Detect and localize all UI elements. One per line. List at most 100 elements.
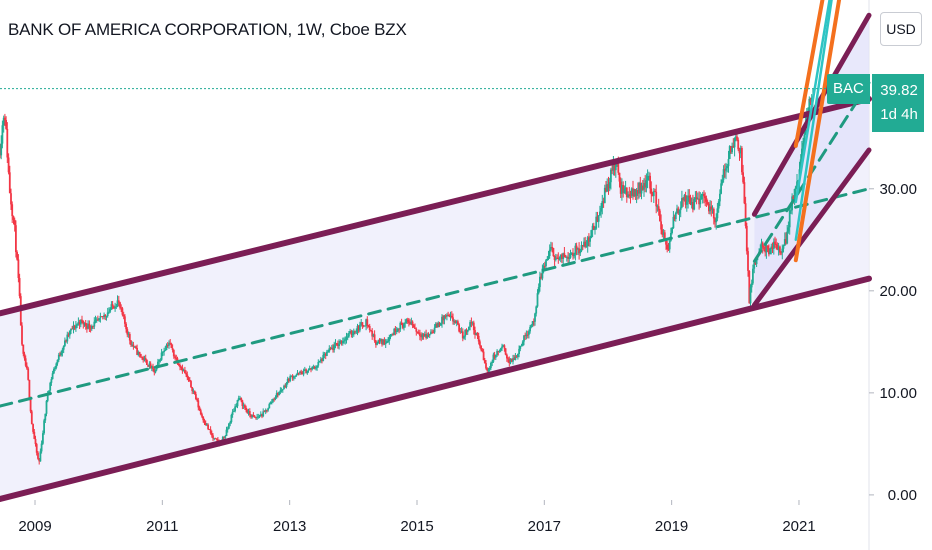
- candle: [499, 348, 502, 351]
- candle: [42, 433, 44, 444]
- candle: [93, 321, 96, 327]
- candle: [457, 321, 459, 325]
- candle: [608, 182, 611, 189]
- fork-upper-line[interactable]: [751, 12, 872, 217]
- candle: [438, 322, 441, 326]
- candle: [651, 194, 654, 197]
- candle: [487, 369, 490, 371]
- candle: [264, 409, 267, 412]
- candle: [288, 378, 290, 381]
- candle: [269, 402, 272, 404]
- candle: [622, 185, 625, 193]
- candle: [232, 411, 235, 412]
- candle: [290, 375, 293, 377]
- candle: [723, 169, 726, 171]
- candle: [326, 351, 328, 356]
- candle: [338, 343, 340, 346]
- candle: [588, 237, 590, 242]
- candle: [164, 349, 167, 351]
- candle: [377, 340, 380, 344]
- candle: [801, 148, 803, 160]
- candle: [273, 398, 276, 400]
- candle: [504, 348, 507, 355]
- candle: [553, 256, 556, 260]
- candle: [316, 365, 318, 368]
- candle: [613, 163, 616, 171]
- candle: [312, 366, 315, 368]
- x-tick-label: 2017: [528, 518, 561, 535]
- candle: [409, 322, 411, 325]
- orange-trend-ray[interactable]: [793, 0, 847, 263]
- candle: [761, 242, 764, 247]
- chart-title: BANK OF AMERICA CORPORATION, 1W, Cboe BZ…: [8, 20, 407, 39]
- candle: [226, 428, 229, 430]
- candle: [33, 431, 36, 439]
- candle: [586, 237, 589, 246]
- candle: [490, 363, 492, 368]
- candle: [539, 276, 541, 288]
- candle: [771, 246, 774, 249]
- candle: [286, 378, 289, 383]
- candle: [579, 251, 582, 254]
- candle: [448, 315, 451, 317]
- candle: [708, 204, 710, 212]
- candle: [769, 248, 771, 255]
- candle: [398, 328, 400, 330]
- orange-trend-ray[interactable]: [793, 0, 831, 148]
- currency-button[interactable]: USD: [880, 12, 922, 46]
- channel-midline[interactable]: [0, 187, 871, 408]
- candle: [212, 435, 214, 439]
- candle: [589, 238, 591, 242]
- candle: [21, 325, 23, 345]
- fork-lower-line[interactable]: [751, 147, 872, 308]
- channel-upper-line[interactable]: [0, 96, 872, 317]
- candle: [619, 181, 622, 194]
- candle: [698, 198, 700, 205]
- candle: [652, 191, 655, 197]
- candle: [0, 143, 3, 156]
- candle: [55, 363, 58, 368]
- candle: [502, 345, 505, 347]
- candle: [317, 362, 320, 366]
- candle: [344, 339, 347, 341]
- teal-trend-ray[interactable]: [794, 0, 839, 242]
- candle: [174, 356, 176, 358]
- candle: [247, 411, 250, 414]
- candle: [376, 343, 378, 345]
- candle: [117, 300, 120, 303]
- candle: [386, 341, 388, 343]
- candle: [168, 342, 170, 346]
- candle: [422, 334, 425, 337]
- candle: [90, 326, 93, 329]
- candle: [780, 252, 782, 254]
- candle: [799, 159, 802, 170]
- channel-lower-line[interactable]: [0, 275, 872, 502]
- candle: [494, 355, 497, 358]
- candle: [470, 322, 473, 324]
- candle: [476, 332, 479, 336]
- candle: [135, 346, 137, 348]
- candle: [319, 359, 322, 362]
- candle: [306, 370, 309, 374]
- candle: [592, 225, 595, 230]
- candle: [768, 248, 770, 255]
- candle: [414, 327, 416, 329]
- candle: [207, 424, 209, 430]
- candle: [404, 322, 407, 324]
- teal-trend-ray[interactable]: [794, 0, 837, 204]
- candle: [171, 348, 174, 350]
- candle: [106, 312, 109, 316]
- candle: [637, 190, 639, 194]
- candle: [643, 183, 645, 190]
- candle: [8, 172, 11, 194]
- candle: [291, 375, 294, 379]
- candle: [310, 368, 312, 370]
- candle: [59, 354, 61, 356]
- candle: [683, 195, 686, 201]
- candle: [512, 358, 514, 362]
- candle: [303, 369, 306, 371]
- candle: [737, 139, 740, 150]
- candle: [361, 322, 364, 326]
- candle: [753, 262, 756, 269]
